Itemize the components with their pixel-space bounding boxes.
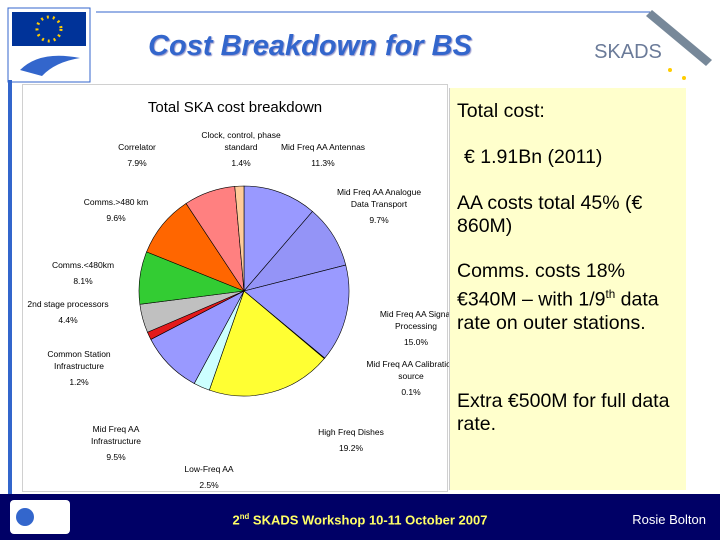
slice-label: Mid Freq AA Calibration source 0.1% — [363, 358, 459, 398]
value-label: 8.1% — [73, 276, 93, 286]
observatory-logo — [10, 500, 70, 534]
slice-label: Mid Freq AA Signal Processing 15.0% — [368, 308, 464, 348]
text: SKADS Workshop 10-11 October 2007 — [249, 512, 488, 528]
value-label: 7.9% — [127, 158, 147, 168]
pie-slice — [243, 185, 313, 292]
footer: 2nd SKADS Workshop 10-11 October 2007 Ro… — [0, 494, 720, 540]
slice-label: Comms.<480km 8.1% — [35, 259, 131, 287]
slice-label: Comms.>480 km 9.6% — [68, 196, 164, 224]
satellite — [646, 10, 712, 66]
category-label: Correlator — [118, 142, 156, 152]
slice-label: Clock, control, phase standard 1.4% — [193, 129, 289, 169]
slice-label: Correlator 7.9% — [89, 141, 185, 169]
slice-label: Mid Freq AA Infrastructure 9.5% — [68, 423, 164, 463]
value-label: 9.6% — [106, 213, 126, 223]
text: data rate on outer stations. — [457, 288, 659, 334]
category-label: Comms.<480km — [51, 260, 115, 270]
chart-title: Total SKA cost breakdown — [147, 99, 323, 116]
category-label: Mid Freq AA Antennas — [280, 142, 366, 152]
event: 2nd SKADS Workshop 10-11 October 2007 — [190, 512, 530, 527]
pie — [138, 185, 350, 397]
summary-panel: Total cost: € 1.91Bn (2011) AA costs tot… — [449, 88, 686, 490]
category-label: Common Station Infrastructure — [47, 349, 111, 371]
value-label: 9.5% — [106, 452, 126, 462]
value-label: 0.1% — [401, 387, 421, 397]
value-label: 11.3% — [311, 158, 335, 168]
comms-cost: Comms. costs 18% €340M – with 1/9th data… — [457, 260, 689, 335]
eu-six — [20, 55, 80, 76]
chart: Total SKA cost breakdown Mid Freq AA Ant… — [20, 84, 456, 492]
superscript: th — [605, 288, 616, 301]
text: 2 — [232, 512, 240, 528]
category-label: Low-Freq AA — [184, 464, 234, 474]
value-label: 9.7% — [369, 215, 389, 225]
eu-stars — [35, 15, 63, 43]
total-value: € 1.91Bn (2011) — [464, 146, 603, 168]
category-label: 2nd stage processors — [27, 299, 109, 309]
aa-cost: AA costs total 45% (€ 860M) — [457, 192, 643, 237]
value-label: 19.2% — [338, 443, 364, 453]
star — [682, 76, 686, 80]
star — [668, 68, 672, 72]
category-label: Mid Freq AA Signal Processing — [379, 309, 453, 331]
value-label: 15.0% — [403, 337, 429, 347]
superscript: nd — [239, 512, 250, 521]
slice-label: Mid Freq AA Analogue Data Transport 9.7% — [331, 186, 427, 226]
side-bar — [8, 80, 12, 494]
category-label: Clock, control, phase standard — [201, 130, 281, 152]
value-label: 2.5% — [199, 480, 219, 490]
pie-slice — [243, 264, 350, 359]
extra-cost: Extra €500M for full data rate. — [457, 390, 670, 435]
value-label: 1.2% — [69, 377, 89, 387]
value-label: 4.4% — [58, 315, 78, 325]
header-graphics: SKADS — [7, 7, 712, 83]
pie-slice — [208, 290, 325, 397]
total-label: Total cost: — [457, 100, 545, 122]
category-label: Mid Freq AA Infrastructure — [90, 424, 142, 446]
logo-mark — [16, 508, 34, 526]
slice-label: Mid Freq AA Antennas 11.3% — [275, 141, 371, 169]
slice-label: High Freq Dishes 19.2% — [303, 426, 399, 454]
skads-logo: SKADS — [594, 41, 662, 63]
pie-slice — [234, 185, 245, 292]
value-label: 1.4% — [231, 158, 251, 168]
category-label: Comms.>480 km — [83, 197, 149, 207]
category-label: Mid Freq AA Analogue Data Transport — [336, 187, 422, 209]
slice-label: Common Station Infrastructure 1.2% — [31, 348, 127, 388]
slide-title: Cost Breakdown for BS — [148, 30, 472, 62]
category-label: Mid Freq AA Calibration source — [366, 359, 456, 381]
author: Rosie Bolton — [632, 512, 706, 527]
category-label: High Freq Dishes — [318, 427, 384, 437]
text: Comms. costs 18% €340M – with 1/9 — [457, 260, 625, 311]
slice-label: Low-Freq AA 2.5% — [161, 463, 257, 491]
slice-label: 2nd stage processors 4.4% — [20, 298, 116, 326]
